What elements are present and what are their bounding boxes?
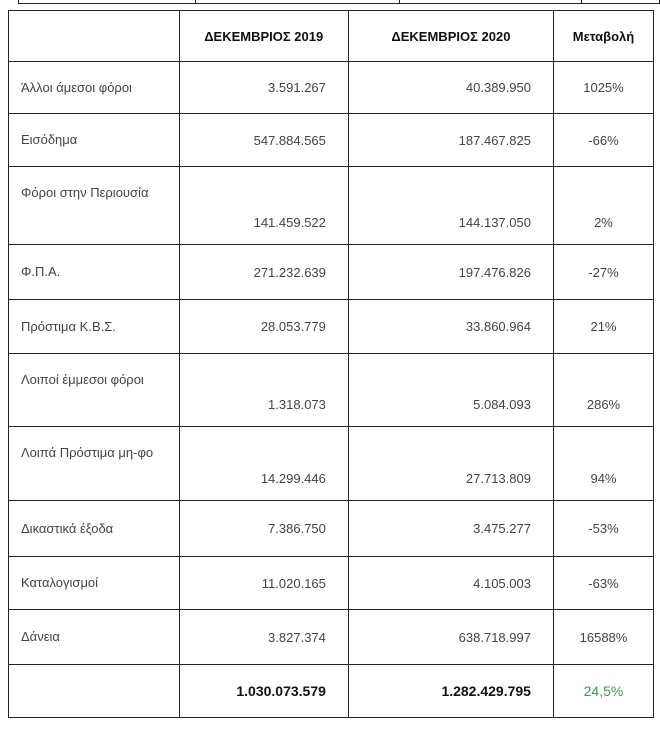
row-label: Λοιπά Πρόστιμα μη-φο [8,426,180,501]
row-label: Πρόστιμα Κ.Β.Σ. [8,299,180,354]
change-percent: -27% [552,244,655,300]
table-row: Πρόστιμα Κ.Β.Σ. 28.053.779 33.860.964 21% [8,299,655,354]
value-2020: 3.475.277 [347,500,554,557]
value-2019: 1.318.073 [178,353,349,427]
table-row: Λοιποί έμμεσοι φόροι 1.318.073 5.084.093 28… [8,353,655,427]
change-percent: 286% [552,353,655,427]
table-row: Λοιπά Πρόστιμα μη-φο 14.299.446 27.713.809… [8,426,655,501]
change-percent: 1025% [552,61,655,114]
value-2020: 27.713.809 [347,426,554,501]
table-row: Δάνεια 3.827.374 638.718.997 16588% [8,609,655,665]
change-percent: 94% [552,426,655,501]
row-label: Δικαστικά έξοδα [8,500,180,557]
change-percent: -53% [552,500,655,557]
table-row: Φόροι στην Περιουσία 141.459.522 144.137.0… [8,166,655,245]
value-2020: 197.476.826 [347,244,554,300]
total-change: 24,5% [552,664,655,718]
table-row: Εισόδημα 547.884.565 187.467.825 -66% [8,113,655,167]
value-2020: 187.467.825 [347,113,554,167]
table-row: Φ.Π.Α. 271.232.639 197.476.826 -27% [8,244,655,300]
row-label: Δάνεια [8,609,180,665]
total-label [8,664,180,718]
header-label [8,10,180,62]
table-row: Δικαστικά έξοδα 7.386.750 3.475.277 -53% [8,500,655,557]
revenue-comparison-table: ΔΕΚΕΜΒΡΙΟΣ 2019 ΔΕΚΕΜΒΡΙΟΣ 2020 Μεταβολή… [8,10,655,718]
row-label: Άλλοι άμεσοι φόροι [8,61,180,114]
change-percent: 2% [552,166,655,245]
change-percent: -66% [552,113,655,167]
value-2019: 141.459.522 [178,166,349,245]
value-2019: 11.020.165 [178,556,349,610]
value-2019: 14.299.446 [178,426,349,501]
change-percent: 16588% [552,609,655,665]
total-2020: 1.282.429.795 [347,664,554,718]
table-row: Καταλογισμοί 11.020.165 4.105.003 -63% [8,556,655,610]
row-label: Φόροι στην Περιουσία [8,166,180,245]
table-header-row: ΔΕΚΕΜΒΡΙΟΣ 2019 ΔΕΚΕΜΒΡΙΟΣ 2020 Μεταβολή [8,10,655,62]
change-percent: -63% [552,556,655,610]
value-2020: 638.718.997 [347,609,554,665]
value-2020: 144.137.050 [347,166,554,245]
row-label: Εισόδημα [8,113,180,167]
total-2019: 1.030.073.579 [178,664,349,718]
row-label: Λοιποί έμμεσοι φόροι [8,353,180,427]
previous-table-edge [18,0,660,4]
value-2020: 5.084.093 [347,353,554,427]
row-label: Φ.Π.Α. [8,244,180,300]
value-2019: 3.591.267 [178,61,349,114]
value-2019: 271.232.639 [178,244,349,300]
header-2019: ΔΕΚΕΜΒΡΙΟΣ 2019 [178,10,349,62]
row-label: Καταλογισμοί [8,556,180,610]
value-2020: 33.860.964 [347,299,554,354]
total-row: 1.030.073.579 1.282.429.795 24,5% [8,664,655,718]
value-2019: 28.053.779 [178,299,349,354]
value-2019: 7.386.750 [178,500,349,557]
value-2019: 547.884.565 [178,113,349,167]
change-percent: 21% [552,299,655,354]
header-2020: ΔΕΚΕΜΒΡΙΟΣ 2020 [347,10,554,62]
value-2020: 40.389.950 [347,61,554,114]
value-2020: 4.105.003 [347,556,554,610]
header-change: Μεταβολή [552,10,655,62]
table-row: Άλλοι άμεσοι φόροι 3.591.267 40.389.950 102… [8,61,655,114]
value-2019: 3.827.374 [178,609,349,665]
